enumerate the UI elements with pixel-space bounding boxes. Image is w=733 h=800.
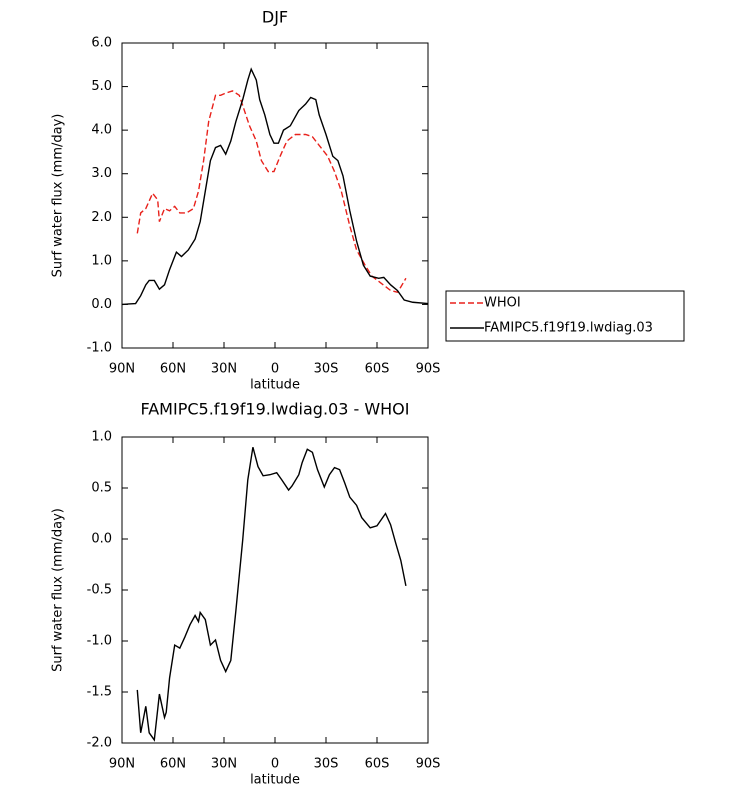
y-tick-label: 2.0 — [91, 210, 112, 225]
y-tick-label: 1.0 — [91, 253, 112, 268]
x-tick-label: 60S — [365, 362, 390, 377]
y-axis-label: Surf water flux (mm/day) — [51, 508, 66, 672]
y-tick-label: 0.0 — [91, 297, 112, 312]
legend-box — [445, 290, 685, 342]
x-tick-label: 60S — [365, 757, 390, 772]
x-axis-label: latitude — [250, 773, 300, 788]
x-tick-label: 90N — [109, 362, 135, 377]
chart-title: FAMIPC5.f19f19.lwdiag.03 - WHOI — [140, 400, 409, 419]
y-tick-label: 5.0 — [91, 79, 112, 94]
y-axis-label: Surf water flux (mm/day) — [51, 114, 66, 278]
y-tick-label: -0.5 — [87, 583, 112, 598]
y-tick-label: 4.0 — [91, 123, 112, 138]
x-tick-label: 60N — [160, 362, 186, 377]
y-tick-label: -2.0 — [87, 736, 112, 751]
x-tick-label: 0 — [271, 757, 279, 772]
y-tick-label: 3.0 — [91, 166, 112, 181]
x-tick-label: 60N — [160, 757, 186, 772]
y-tick-label: -1.5 — [87, 685, 112, 700]
x-tick-label: 0 — [271, 362, 279, 377]
y-tick-label: -1.0 — [87, 341, 112, 356]
legend-label: WHOI — [484, 296, 521, 311]
y-tick-label: 0.0 — [91, 532, 112, 547]
x-tick-label: 30S — [314, 362, 339, 377]
data-line — [136, 90, 407, 294]
plot-frame — [121, 42, 429, 349]
x-tick-label: 30S — [314, 757, 339, 772]
data-line — [136, 447, 407, 742]
y-tick-label: 6.0 — [91, 36, 112, 51]
y-tick-label: 0.5 — [91, 481, 112, 496]
x-tick-label: 90S — [416, 362, 441, 377]
data-line — [121, 67, 429, 306]
y-tick-label: -1.0 — [87, 634, 112, 649]
x-tick-label: 30N — [211, 757, 237, 772]
chart-title: DJF — [262, 8, 288, 27]
x-tick-label: 90N — [109, 757, 135, 772]
x-axis-label: latitude — [250, 378, 300, 393]
x-tick-label: 30N — [211, 362, 237, 377]
legend-label: FAMIPC5.f19f19.lwdiag.03 — [484, 321, 653, 336]
y-tick-label: 1.0 — [91, 430, 112, 445]
x-tick-label: 90S — [416, 757, 441, 772]
